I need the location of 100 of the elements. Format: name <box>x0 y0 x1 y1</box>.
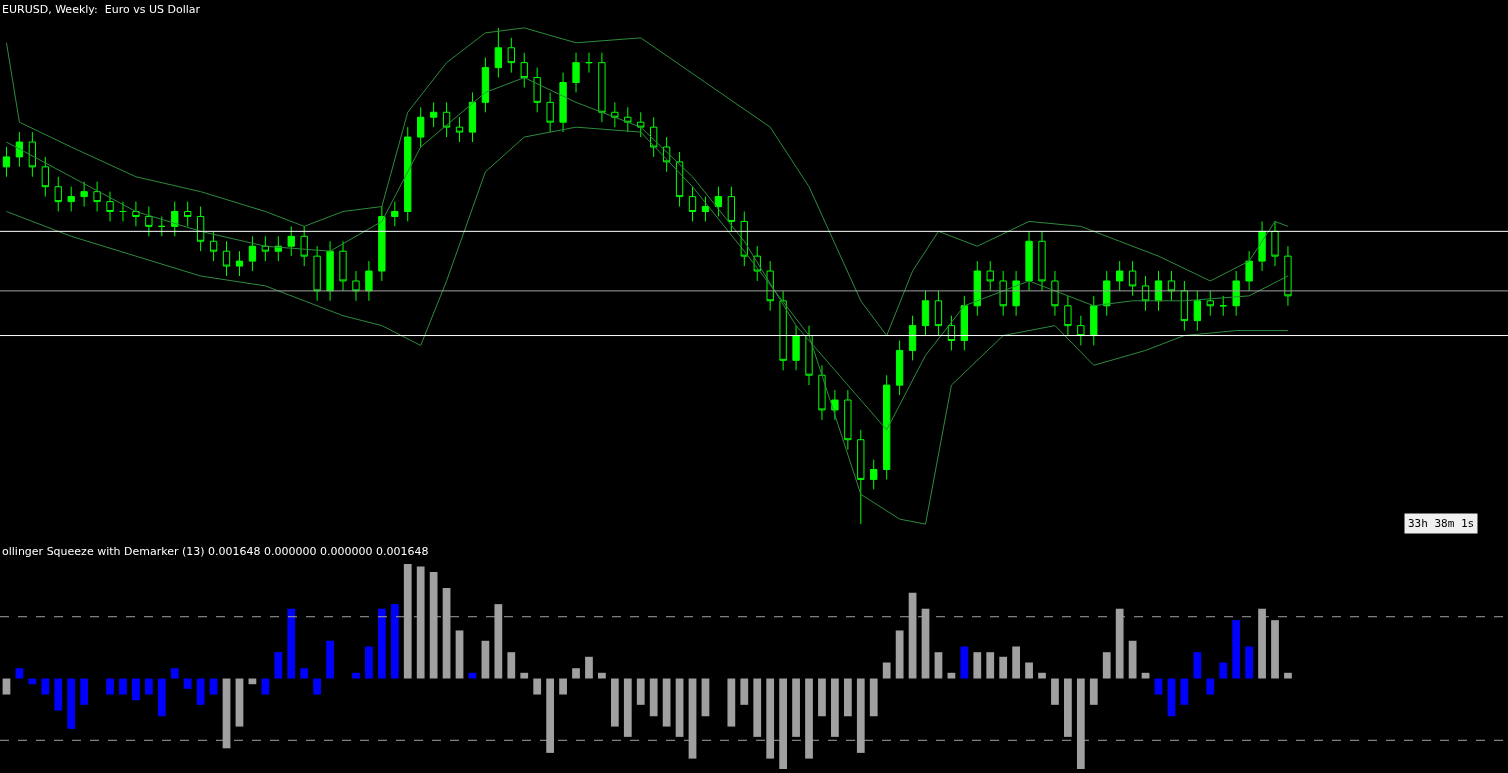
candlestick <box>624 106 632 133</box>
candlestick <box>1284 245 1292 307</box>
candlestick <box>1128 260 1137 297</box>
bar <box>1089 678 1098 705</box>
candlestick <box>637 111 645 138</box>
candlestick <box>895 340 904 396</box>
candlestick <box>533 67 541 113</box>
bar <box>287 608 296 679</box>
candlestick <box>1193 290 1202 332</box>
candlestick <box>248 235 257 272</box>
bar <box>183 678 192 689</box>
candlestick <box>546 91 554 133</box>
candlestick <box>999 270 1007 317</box>
candlestick <box>235 250 244 277</box>
bar <box>818 678 826 717</box>
candlestick <box>1116 260 1124 292</box>
bar <box>895 630 904 679</box>
candlestick <box>934 290 943 337</box>
bar <box>623 678 632 737</box>
chart-title: EURUSD, Weekly: Euro vs US Dollar <box>2 3 201 16</box>
candlestick <box>947 315 956 351</box>
candlestick <box>779 290 787 371</box>
candlestick <box>494 27 503 79</box>
bar <box>67 678 76 729</box>
candlestick <box>727 186 736 232</box>
candlestick <box>404 126 412 222</box>
candlestick <box>261 235 270 262</box>
bar <box>1245 646 1253 679</box>
bar <box>352 672 360 679</box>
bar <box>1128 640 1137 679</box>
bar <box>455 630 464 679</box>
bar <box>1012 646 1020 679</box>
bar <box>481 640 490 679</box>
candlestick <box>792 325 800 371</box>
candlestick <box>184 201 192 227</box>
bar <box>119 678 127 695</box>
candlestick <box>106 191 114 222</box>
bar <box>882 662 891 679</box>
candlestick <box>41 156 49 198</box>
candlestick <box>973 260 981 317</box>
bar <box>610 678 619 727</box>
bar <box>649 678 658 717</box>
candlestick <box>805 325 813 386</box>
candlestick <box>1051 270 1059 317</box>
candlestick <box>611 101 619 128</box>
bar <box>986 652 995 679</box>
candlestick <box>572 52 580 93</box>
bar <box>727 678 736 727</box>
candlestick <box>844 389 852 451</box>
bar <box>520 672 529 679</box>
candlestick <box>520 52 528 88</box>
candlestick <box>442 101 451 138</box>
bar <box>1193 652 1202 679</box>
candlestick <box>93 181 101 212</box>
bar <box>209 678 218 695</box>
bar <box>1064 678 1072 737</box>
candlestick <box>287 225 295 257</box>
candlestick <box>1271 220 1279 267</box>
bar <box>1232 620 1241 679</box>
candlestick <box>67 186 75 212</box>
bar <box>934 652 943 679</box>
bar <box>54 678 63 711</box>
bar <box>636 678 645 705</box>
candlestick <box>196 206 205 252</box>
candlestick <box>1206 290 1214 317</box>
candlestick <box>1077 315 1085 346</box>
bar <box>1219 662 1228 679</box>
candlestick <box>15 131 24 168</box>
bar <box>960 646 969 679</box>
candlestick <box>326 240 334 302</box>
candlestick <box>171 201 179 237</box>
candlestick <box>857 429 865 525</box>
bar <box>390 604 399 679</box>
bar <box>261 678 270 695</box>
candlestick <box>921 290 930 337</box>
candlestick <box>1219 295 1227 317</box>
bar <box>507 652 516 679</box>
bar <box>598 672 606 679</box>
bar <box>1051 678 1059 705</box>
bar <box>132 678 140 701</box>
bar <box>675 678 684 737</box>
bar <box>1025 662 1033 679</box>
candlestick <box>1180 280 1189 332</box>
candlestick <box>365 260 373 302</box>
candlestick <box>870 459 878 490</box>
bar <box>80 678 89 705</box>
bar <box>2 678 11 695</box>
candlestick <box>429 101 438 128</box>
candlestick <box>598 52 606 123</box>
bar <box>831 678 839 737</box>
bar <box>365 646 373 679</box>
bar <box>1271 620 1279 679</box>
candlestick <box>339 240 347 292</box>
bar <box>533 678 542 695</box>
candlestick <box>960 295 969 351</box>
candlestick <box>468 91 477 143</box>
candlestick <box>28 131 37 178</box>
bar <box>1154 678 1163 695</box>
bar <box>1102 652 1111 679</box>
candlestick <box>455 116 464 143</box>
